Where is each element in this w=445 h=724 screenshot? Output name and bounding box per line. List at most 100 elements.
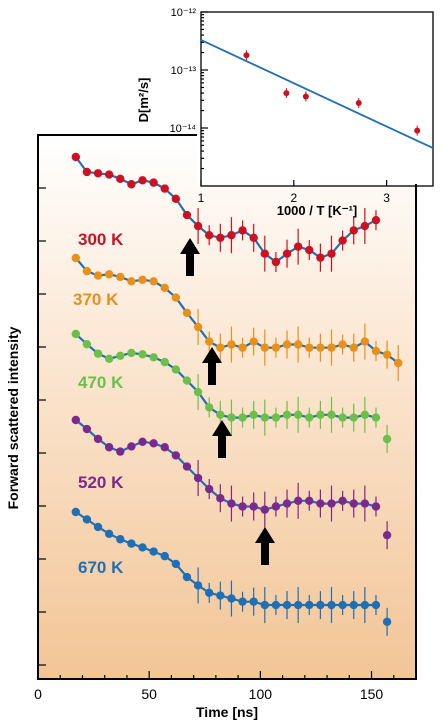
main-plot-background — [38, 135, 416, 679]
data-point — [127, 539, 136, 548]
fit-curve-520K — [75, 419, 377, 511]
x-tick-label: 100 — [249, 686, 273, 702]
data-point — [116, 351, 125, 360]
data-point — [104, 443, 114, 452]
x-tick-label: 0 — [34, 686, 42, 702]
data-point — [227, 230, 236, 240]
data-point — [360, 221, 370, 231]
data-point — [260, 413, 269, 422]
data-point — [82, 515, 92, 524]
data-point — [327, 410, 336, 420]
data-point — [349, 499, 358, 508]
data-point — [327, 343, 336, 352]
data-point — [171, 194, 181, 203]
data-point — [149, 277, 158, 286]
data-point — [327, 600, 336, 610]
inset-chart: 1 2 3 10⁻¹² 10⁻¹³ 10⁻¹⁴ 1000 / T [K⁻¹] D[m²/s… — [136, 6, 437, 218]
data-point — [249, 410, 258, 420]
data-point — [93, 169, 103, 178]
inset-data-point — [414, 127, 421, 134]
data-point — [104, 529, 114, 538]
data-point — [149, 353, 158, 362]
data-point — [238, 413, 247, 422]
data-point — [104, 354, 114, 364]
arrow — [202, 347, 222, 385]
data-point — [138, 350, 147, 359]
data-point — [293, 242, 303, 251]
data-point — [238, 502, 247, 511]
series-label: 520 K — [78, 473, 124, 492]
data-point — [127, 277, 136, 286]
data-point — [71, 507, 81, 517]
data-point — [282, 340, 292, 349]
data-point — [116, 535, 125, 544]
inset-plot-frame — [200, 11, 434, 187]
inset-x-tick-label: 1 — [198, 191, 205, 205]
main-chart: 0 50 100 150 300 K 370 K 470 K 520 K 670 K Time… — [5, 134, 417, 720]
data-point — [360, 410, 370, 420]
data-point — [104, 170, 114, 179]
data-point — [160, 551, 169, 561]
data-point — [216, 233, 225, 243]
data-point — [216, 493, 225, 503]
data-point — [193, 581, 203, 590]
data-point — [182, 210, 192, 220]
main-data-points — [71, 152, 403, 636]
data-point — [360, 600, 370, 610]
data-point — [271, 600, 281, 610]
data-point — [316, 253, 325, 262]
data-point — [149, 547, 158, 556]
inset-ticks: 1 2 3 10⁻¹² 10⁻¹³ 10⁻¹⁴ — [170, 7, 391, 205]
data-point — [171, 293, 181, 302]
data-point — [305, 413, 314, 422]
data-point — [293, 340, 303, 349]
main-x-ticks: 0 50 100 150 — [34, 671, 395, 702]
data-point — [116, 174, 125, 183]
data-point — [149, 439, 158, 448]
data-point — [127, 348, 136, 358]
data-point — [227, 413, 236, 422]
data-point — [282, 600, 292, 610]
data-point — [171, 451, 181, 460]
data-point — [238, 226, 247, 235]
data-point — [93, 349, 103, 358]
data-point — [349, 343, 358, 352]
data-point — [238, 343, 247, 352]
data-point — [316, 499, 325, 508]
main-arrows — [180, 238, 275, 565]
data-point — [238, 597, 247, 606]
fit-curve-300K — [74, 156, 377, 264]
arrow — [255, 527, 275, 565]
data-point — [249, 502, 258, 511]
data-point — [260, 343, 269, 352]
data-point — [338, 600, 347, 610]
data-point — [282, 249, 292, 258]
data-point — [205, 588, 214, 598]
inset-x-tick-label: 3 — [383, 191, 390, 205]
data-point — [71, 253, 81, 263]
data-point — [104, 270, 114, 279]
data-point — [127, 442, 136, 451]
data-point — [327, 249, 336, 258]
data-point — [171, 559, 181, 569]
data-point — [360, 499, 370, 508]
data-point — [193, 221, 203, 231]
data-point — [160, 283, 169, 293]
inset-y-tick-label: 10⁻¹⁴ — [170, 123, 197, 135]
inset-fit-line — [200, 39, 434, 149]
data-point — [227, 499, 236, 508]
inset-fit-line-path — [200, 39, 434, 149]
data-point — [394, 358, 403, 368]
inset-y-tick-label: 10⁻¹² — [171, 7, 197, 19]
data-point — [371, 216, 381, 225]
data-point — [305, 343, 314, 352]
data-point — [205, 230, 214, 240]
data-point — [349, 600, 358, 610]
data-point — [182, 462, 192, 471]
data-point — [249, 337, 258, 346]
data-point — [127, 180, 136, 189]
data-point — [93, 522, 103, 532]
data-point — [293, 410, 303, 420]
data-point — [116, 272, 125, 282]
main-x-axis-label: Time [ns] — [196, 704, 258, 720]
